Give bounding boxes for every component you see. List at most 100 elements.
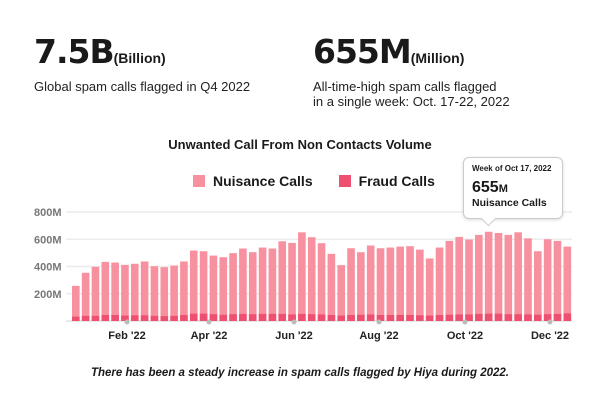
x-tick-dot xyxy=(124,319,130,325)
bar-nuisance xyxy=(81,272,90,321)
bar-nuisance xyxy=(199,251,208,321)
bar-fraud xyxy=(239,313,247,321)
stat-number: 7.5B xyxy=(34,32,115,71)
bar-fraud xyxy=(386,315,395,321)
bar-fraud xyxy=(416,315,424,321)
bar-fraud xyxy=(347,315,355,321)
bar-fraud xyxy=(298,313,306,321)
bar-fraud xyxy=(553,313,562,321)
bar-nuisance xyxy=(386,247,395,321)
bar-nuisance xyxy=(72,285,80,321)
bar-fraud xyxy=(563,313,572,321)
legend-nuisance[interactable]: Nuisance Calls xyxy=(193,173,313,189)
bar-nuisance xyxy=(534,251,542,321)
stat-quarterly: 7.5B(Billion) Global spam calls flagged … xyxy=(34,34,251,95)
x-tick-dot xyxy=(462,319,468,325)
bar-fraud xyxy=(504,314,513,321)
bar-fraud xyxy=(101,315,110,321)
legend-fraud[interactable]: Fraud Calls xyxy=(338,173,435,189)
bar-nuisance xyxy=(563,246,572,321)
desc-line: All-time-high spam calls flagged xyxy=(313,79,497,94)
legend-swatch xyxy=(338,175,351,187)
legend-label: Nuisance Calls xyxy=(213,173,313,189)
bar-nuisance xyxy=(406,246,414,321)
bar-fraud xyxy=(229,314,237,321)
bar-nuisance xyxy=(543,239,552,321)
bar-fraud xyxy=(150,315,159,321)
bar-nuisance xyxy=(288,242,296,321)
bar-nuisance xyxy=(524,238,532,321)
bar-nuisance xyxy=(298,232,306,321)
tooltip-unit: M xyxy=(498,183,508,195)
bar-fraud xyxy=(366,314,375,321)
stat-unit: (Billion) xyxy=(113,50,166,66)
bar-nuisance xyxy=(396,246,404,321)
bar-nuisance xyxy=(465,239,473,321)
stat-value: 655M(Million) xyxy=(313,34,510,76)
bar-nuisance xyxy=(357,252,365,321)
bar-fraud xyxy=(494,313,503,321)
bar-nuisance xyxy=(366,245,375,321)
bar-fraud xyxy=(180,315,188,321)
bar-fraud xyxy=(170,315,178,321)
bar-nuisance xyxy=(317,243,326,321)
bar-nuisance xyxy=(91,266,100,321)
bar-fraud xyxy=(376,315,385,321)
tooltip: Week of Oct 17, 2022 655M Nuisance Calls xyxy=(463,157,563,219)
bar-nuisance xyxy=(101,261,110,321)
x-tick-label: Aug '22 xyxy=(359,330,398,342)
bar-fraud xyxy=(475,313,483,321)
bar-nuisance xyxy=(475,234,483,321)
bar-nuisance xyxy=(484,231,493,321)
x-tick-dot xyxy=(291,319,297,325)
bar-nuisance xyxy=(514,232,522,321)
bar-fraud xyxy=(524,314,532,321)
stat-description: Global spam calls flagged in Q4 2022 xyxy=(34,79,251,94)
y-tick-label: 800M xyxy=(34,207,62,219)
bar-fraud xyxy=(258,313,267,321)
bar-nuisance xyxy=(140,261,149,321)
bar-nuisance xyxy=(268,248,277,321)
bar-nuisance xyxy=(494,232,503,321)
bar-nuisance xyxy=(170,265,178,321)
x-tick-label: Jun '22 xyxy=(275,330,312,342)
bar-fraud xyxy=(307,314,316,321)
bar-nuisance xyxy=(553,240,562,321)
legend: Nuisance Calls Fraud Calls xyxy=(193,173,435,189)
bar-fraud xyxy=(160,316,169,321)
bar-fraud xyxy=(189,313,198,321)
bar-nuisance xyxy=(229,253,237,321)
tooltip-week: Week of Oct 17, 2022 xyxy=(472,164,552,173)
bar-nuisance xyxy=(425,258,434,321)
bar-nuisance xyxy=(239,248,247,321)
bar-nuisance xyxy=(455,236,463,321)
bar-fraud xyxy=(81,315,90,321)
bar-nuisance xyxy=(445,240,454,321)
bar-fraud xyxy=(209,314,218,321)
bar-fraud xyxy=(130,315,139,321)
stat-weekly: 655M(Million) All-time-high spam calls f… xyxy=(313,34,510,110)
bar-fraud xyxy=(514,314,522,321)
bar-fraud xyxy=(278,313,287,321)
bar-nuisance xyxy=(337,265,346,321)
stat-number: 655M xyxy=(313,32,412,71)
stat-value: 7.5B(Billion) xyxy=(34,34,250,76)
stat-unit: (Million) xyxy=(410,50,465,66)
legend-label: Fraud Calls xyxy=(358,173,435,189)
bar-nuisance xyxy=(180,261,188,321)
bar-fraud xyxy=(317,314,326,321)
bar-fraud xyxy=(465,314,473,321)
bar-nuisance xyxy=(248,252,257,321)
bar-fraud xyxy=(534,314,542,321)
y-tick-label: 400M xyxy=(34,262,62,274)
bar-nuisance xyxy=(278,241,287,321)
bar-nuisance xyxy=(258,247,267,321)
bar-fraud xyxy=(327,315,336,321)
y-tick-label: 600M xyxy=(34,234,62,246)
x-tick-label: Feb '22 xyxy=(108,330,145,342)
bar-nuisance xyxy=(189,250,198,321)
x-tick-label: Dec '22 xyxy=(531,330,569,342)
bar-fraud xyxy=(288,314,296,321)
bar-nuisance xyxy=(160,267,169,321)
